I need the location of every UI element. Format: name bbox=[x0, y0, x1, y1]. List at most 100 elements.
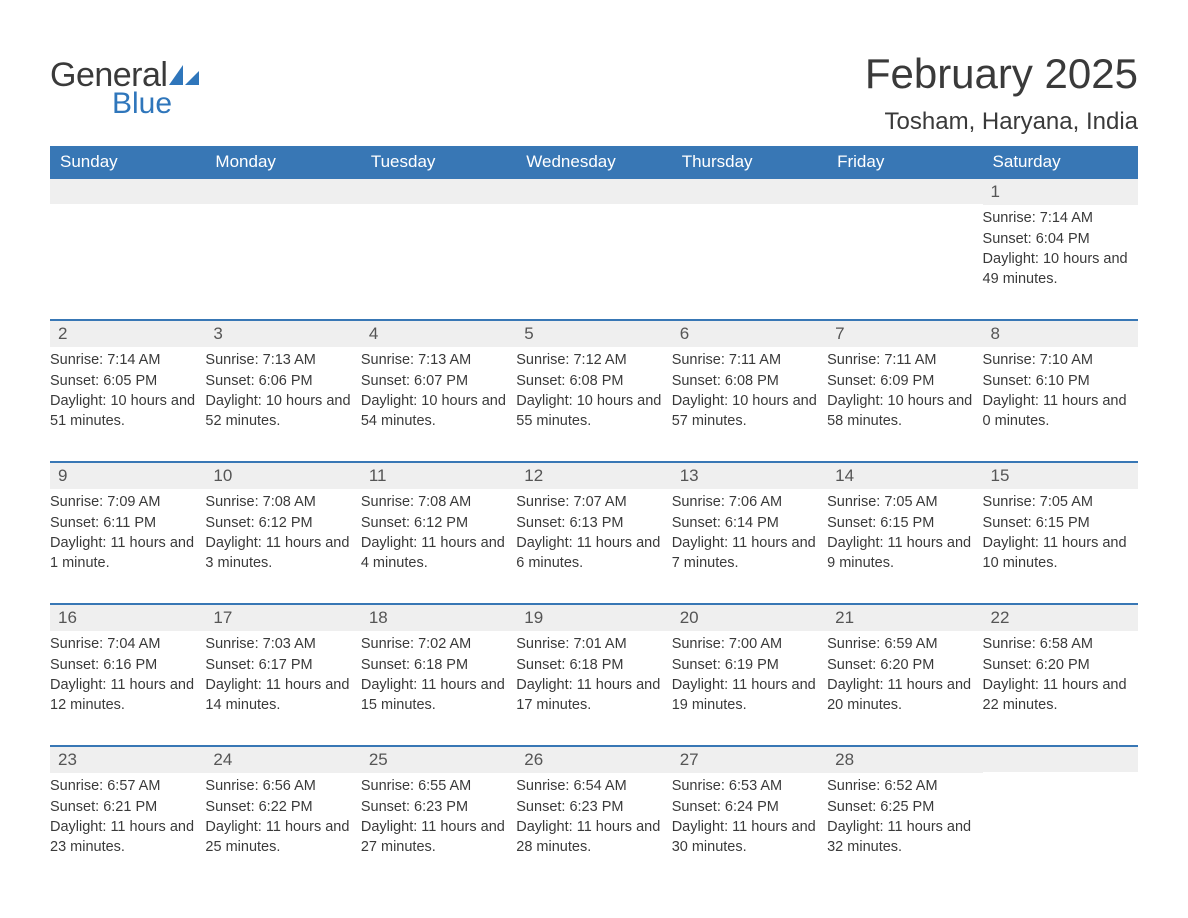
day-body: Sunrise: 7:13 AMSunset: 6:06 PMDaylight:… bbox=[205, 347, 360, 431]
day-cell: 5Sunrise: 7:12 AMSunset: 6:08 PMDaylight… bbox=[516, 321, 671, 461]
day-number: 5 bbox=[516, 321, 671, 347]
day-number: 19 bbox=[516, 605, 671, 631]
day-number: 28 bbox=[827, 747, 982, 773]
daylight-text: Daylight: 11 hours and 12 minutes. bbox=[50, 676, 203, 715]
sunset-text: Sunset: 6:11 PM bbox=[50, 514, 203, 534]
day-cell: 2Sunrise: 7:14 AMSunset: 6:05 PMDaylight… bbox=[50, 321, 205, 461]
day-body: Sunrise: 7:11 AMSunset: 6:08 PMDaylight:… bbox=[672, 347, 827, 431]
day-cell: 14Sunrise: 7:05 AMSunset: 6:15 PMDayligh… bbox=[827, 463, 982, 603]
day-number: 23 bbox=[50, 747, 205, 773]
daylight-text: Daylight: 10 hours and 58 minutes. bbox=[827, 392, 980, 431]
day-number: 3 bbox=[205, 321, 360, 347]
day-body: Sunrise: 7:05 AMSunset: 6:15 PMDaylight:… bbox=[827, 489, 982, 573]
sunrise-text: Sunrise: 6:57 AM bbox=[50, 777, 203, 797]
daylight-text: Daylight: 10 hours and 51 minutes. bbox=[50, 392, 203, 431]
daylight-text: Daylight: 11 hours and 17 minutes. bbox=[516, 676, 669, 715]
daylight-text: Daylight: 11 hours and 27 minutes. bbox=[361, 818, 514, 857]
day-body: Sunrise: 7:01 AMSunset: 6:18 PMDaylight:… bbox=[516, 631, 671, 715]
day-number: 26 bbox=[516, 747, 671, 773]
month-title: February 2025 bbox=[865, 50, 1138, 98]
day-number: 20 bbox=[672, 605, 827, 631]
sunset-text: Sunset: 6:05 PM bbox=[50, 372, 203, 392]
day-cell: 25Sunrise: 6:55 AMSunset: 6:23 PMDayligh… bbox=[361, 747, 516, 887]
day-cell: 13Sunrise: 7:06 AMSunset: 6:14 PMDayligh… bbox=[672, 463, 827, 603]
day-body: Sunrise: 7:03 AMSunset: 6:17 PMDaylight:… bbox=[205, 631, 360, 715]
day-cell bbox=[827, 179, 982, 319]
day-cell: 23Sunrise: 6:57 AMSunset: 6:21 PMDayligh… bbox=[50, 747, 205, 887]
day-body: Sunrise: 6:55 AMSunset: 6:23 PMDaylight:… bbox=[361, 773, 516, 857]
day-body: Sunrise: 7:08 AMSunset: 6:12 PMDaylight:… bbox=[361, 489, 516, 573]
day-body: Sunrise: 6:52 AMSunset: 6:25 PMDaylight:… bbox=[827, 773, 982, 857]
location: Tosham, Haryana, India bbox=[865, 108, 1138, 136]
day-number: 7 bbox=[827, 321, 982, 347]
day-body: Sunrise: 7:10 AMSunset: 6:10 PMDaylight:… bbox=[983, 347, 1138, 431]
sunrise-text: Sunrise: 7:01 AM bbox=[516, 635, 669, 655]
day-number: 4 bbox=[361, 321, 516, 347]
day-cell: 19Sunrise: 7:01 AMSunset: 6:18 PMDayligh… bbox=[516, 605, 671, 745]
day-cell: 24Sunrise: 6:56 AMSunset: 6:22 PMDayligh… bbox=[205, 747, 360, 887]
day-cell: 12Sunrise: 7:07 AMSunset: 6:13 PMDayligh… bbox=[516, 463, 671, 603]
sunset-text: Sunset: 6:16 PM bbox=[50, 656, 203, 676]
day-number: 6 bbox=[672, 321, 827, 347]
daylight-text: Daylight: 11 hours and 10 minutes. bbox=[983, 534, 1136, 573]
sunset-text: Sunset: 6:08 PM bbox=[516, 372, 669, 392]
day-number bbox=[983, 747, 1138, 772]
day-number: 27 bbox=[672, 747, 827, 773]
sunset-text: Sunset: 6:20 PM bbox=[827, 656, 980, 676]
daylight-text: Daylight: 11 hours and 6 minutes. bbox=[516, 534, 669, 573]
day-of-week-cell: Saturday bbox=[983, 146, 1138, 179]
day-number: 21 bbox=[827, 605, 982, 631]
day-number: 1 bbox=[983, 179, 1138, 205]
day-number bbox=[827, 179, 982, 204]
sunset-text: Sunset: 6:25 PM bbox=[827, 798, 980, 818]
logo: General Blue bbox=[50, 56, 203, 121]
header: General Blue February 2025 Tosham, Harya… bbox=[50, 50, 1138, 136]
day-body: Sunrise: 7:00 AMSunset: 6:19 PMDaylight:… bbox=[672, 631, 827, 715]
sunrise-text: Sunrise: 7:09 AM bbox=[50, 493, 203, 513]
day-body: Sunrise: 7:12 AMSunset: 6:08 PMDaylight:… bbox=[516, 347, 671, 431]
daylight-text: Daylight: 10 hours and 55 minutes. bbox=[516, 392, 669, 431]
daylight-text: Daylight: 11 hours and 4 minutes. bbox=[361, 534, 514, 573]
day-cell: 27Sunrise: 6:53 AMSunset: 6:24 PMDayligh… bbox=[672, 747, 827, 887]
day-body: Sunrise: 7:07 AMSunset: 6:13 PMDaylight:… bbox=[516, 489, 671, 573]
sunset-text: Sunset: 6:24 PM bbox=[672, 798, 825, 818]
day-number: 14 bbox=[827, 463, 982, 489]
daylight-text: Daylight: 11 hours and 7 minutes. bbox=[672, 534, 825, 573]
day-cell bbox=[50, 179, 205, 319]
day-number: 10 bbox=[205, 463, 360, 489]
sunset-text: Sunset: 6:13 PM bbox=[516, 514, 669, 534]
day-body: Sunrise: 6:57 AMSunset: 6:21 PMDaylight:… bbox=[50, 773, 205, 857]
day-cell: 20Sunrise: 7:00 AMSunset: 6:19 PMDayligh… bbox=[672, 605, 827, 745]
day-body: Sunrise: 7:02 AMSunset: 6:18 PMDaylight:… bbox=[361, 631, 516, 715]
sunset-text: Sunset: 6:12 PM bbox=[205, 514, 358, 534]
sunrise-text: Sunrise: 6:55 AM bbox=[361, 777, 514, 797]
sunrise-text: Sunrise: 7:10 AM bbox=[983, 351, 1136, 371]
day-number: 12 bbox=[516, 463, 671, 489]
daylight-text: Daylight: 11 hours and 20 minutes. bbox=[827, 676, 980, 715]
sunrise-text: Sunrise: 7:06 AM bbox=[672, 493, 825, 513]
day-number: 18 bbox=[361, 605, 516, 631]
daylight-text: Daylight: 11 hours and 14 minutes. bbox=[205, 676, 358, 715]
daylight-text: Daylight: 10 hours and 52 minutes. bbox=[205, 392, 358, 431]
logo-blue-text: Blue bbox=[112, 87, 203, 121]
sunset-text: Sunset: 6:19 PM bbox=[672, 656, 825, 676]
day-number: 9 bbox=[50, 463, 205, 489]
day-cell: 7Sunrise: 7:11 AMSunset: 6:09 PMDaylight… bbox=[827, 321, 982, 461]
day-cell: 4Sunrise: 7:13 AMSunset: 6:07 PMDaylight… bbox=[361, 321, 516, 461]
sunset-text: Sunset: 6:08 PM bbox=[672, 372, 825, 392]
day-cell: 15Sunrise: 7:05 AMSunset: 6:15 PMDayligh… bbox=[983, 463, 1138, 603]
day-cell: 1Sunrise: 7:14 AMSunset: 6:04 PMDaylight… bbox=[983, 179, 1138, 319]
sunrise-text: Sunrise: 6:56 AM bbox=[205, 777, 358, 797]
day-body: Sunrise: 7:13 AMSunset: 6:07 PMDaylight:… bbox=[361, 347, 516, 431]
day-body: Sunrise: 7:11 AMSunset: 6:09 PMDaylight:… bbox=[827, 347, 982, 431]
day-number bbox=[672, 179, 827, 204]
logo-sail-icon bbox=[169, 65, 203, 89]
week-row: 16Sunrise: 7:04 AMSunset: 6:16 PMDayligh… bbox=[50, 603, 1138, 745]
sunrise-text: Sunrise: 6:53 AM bbox=[672, 777, 825, 797]
sunset-text: Sunset: 6:12 PM bbox=[361, 514, 514, 534]
day-body: Sunrise: 6:59 AMSunset: 6:20 PMDaylight:… bbox=[827, 631, 982, 715]
sunrise-text: Sunrise: 7:14 AM bbox=[50, 351, 203, 371]
day-number bbox=[361, 179, 516, 204]
sunset-text: Sunset: 6:18 PM bbox=[361, 656, 514, 676]
sunrise-text: Sunrise: 7:05 AM bbox=[827, 493, 980, 513]
